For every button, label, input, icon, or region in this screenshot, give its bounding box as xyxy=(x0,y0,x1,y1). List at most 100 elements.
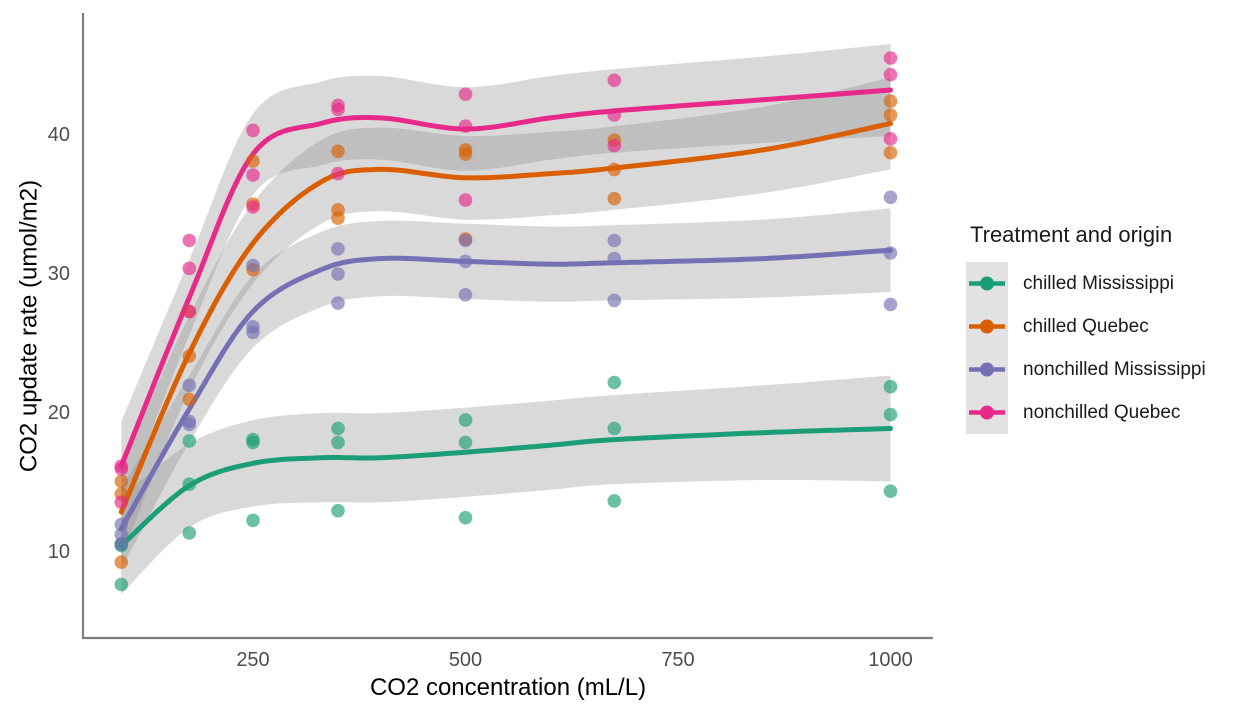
data-point-chilled-mississippi xyxy=(883,484,898,499)
legend-key-glyph-chilled-mississippi xyxy=(969,276,1005,291)
data-point-chilled-mississippi xyxy=(331,503,345,518)
legend-key-chilled-mississippi xyxy=(966,262,1008,305)
confidence-ribbon-nonchilled-mississippi xyxy=(121,208,891,570)
legend-key-dot xyxy=(980,319,994,334)
data-point-chilled-mississippi xyxy=(458,413,473,427)
confidence-ribbon-chilled-mississippi xyxy=(121,375,891,595)
data-point-chilled-quebec xyxy=(246,154,260,168)
data-point-nonchilled-mississippi xyxy=(331,296,345,310)
data-point-nonchilled-mississippi xyxy=(114,517,129,532)
legend-item-chilled-quebec: chilled Quebec xyxy=(966,305,1206,348)
legend-item-nonchilled-quebec: nonchilled Quebec xyxy=(966,391,1206,434)
data-point-nonchilled-quebec xyxy=(883,132,898,146)
legend-key-nonchilled-mississippi xyxy=(966,348,1008,391)
data-point-nonchilled-mississippi xyxy=(883,190,898,205)
legend-label-chilled-mississippi: chilled Mississippi xyxy=(1023,272,1174,294)
data-point-nonchilled-mississippi xyxy=(114,527,129,542)
legend: Treatment and origin chilled Mississippi… xyxy=(966,222,1206,434)
data-point-chilled-mississippi xyxy=(331,435,345,450)
smooth-line-chilled-mississippi xyxy=(118,426,893,548)
data-point-chilled-quebec xyxy=(883,108,898,122)
data-point-nonchilled-mississippi xyxy=(458,254,473,269)
data-point-nonchilled-quebec xyxy=(331,98,345,113)
data-point-nonchilled-quebec xyxy=(607,138,622,153)
data-point-chilled-mississippi xyxy=(607,421,622,436)
data-point-nonchilled-quebec xyxy=(246,200,260,214)
data-point-nonchilled-mississippi xyxy=(246,325,260,340)
x-axis-title: CO2 concentration (mL/L) xyxy=(369,674,647,701)
data-point-nonchilled-mississippi xyxy=(182,378,197,393)
data-point-nonchilled-quebec xyxy=(182,233,197,248)
data-point-nonchilled-quebec xyxy=(114,495,129,510)
legend-label-chilled-quebec: chilled Quebec xyxy=(1023,315,1149,337)
data-point-nonchilled-mississippi xyxy=(458,233,473,248)
legend-key-nonchilled-quebec xyxy=(966,391,1008,434)
data-point-chilled-quebec xyxy=(331,211,345,225)
data-point-nonchilled-quebec xyxy=(458,119,473,133)
data-point-nonchilled-mississippi xyxy=(246,258,260,273)
data-point-chilled-quebec xyxy=(458,143,473,157)
confidence-ribbon-chilled-quebec xyxy=(121,77,891,557)
legend-key-dot xyxy=(980,276,994,291)
legend-key-glyph-nonchilled-quebec xyxy=(969,405,1005,420)
legend-key-dot xyxy=(980,362,994,377)
data-point-chilled-quebec xyxy=(182,392,197,407)
data-point-chilled-mississippi xyxy=(114,577,129,592)
x-tick-label-1000: 1000 xyxy=(868,649,913,671)
data-point-nonchilled-mississippi xyxy=(331,267,345,281)
data-point-nonchilled-mississippi xyxy=(114,537,129,551)
data-point-nonchilled-quebec xyxy=(246,123,260,138)
legend-label-nonchilled-quebec: nonchilled Quebec xyxy=(1023,401,1181,423)
x-tick-label-250: 250 xyxy=(236,649,270,671)
smooth-line-chilled-quebec xyxy=(118,121,893,515)
y-tick-label-40: 40 xyxy=(47,123,70,146)
data-point-chilled-quebec xyxy=(607,162,622,177)
data-point-chilled-mississippi xyxy=(607,494,622,508)
data-point-chilled-mississippi xyxy=(883,379,898,394)
data-point-chilled-quebec xyxy=(883,145,898,160)
legend-rows: chilled Mississippi chilled Quebec nonchil… xyxy=(966,262,1206,434)
data-point-chilled-mississippi xyxy=(182,526,197,540)
legend-title: Treatment and origin xyxy=(970,222,1173,247)
x-tick-label-750: 750 xyxy=(661,649,695,671)
data-point-nonchilled-quebec xyxy=(458,87,473,101)
data-point-nonchilled-quebec xyxy=(607,73,622,88)
data-point-chilled-mississippi xyxy=(182,477,197,492)
data-point-chilled-mississippi xyxy=(331,421,345,436)
legend-key-dot xyxy=(980,405,994,420)
data-point-nonchilled-quebec xyxy=(607,108,622,122)
data-point-chilled-quebec xyxy=(114,474,129,489)
legend-item-chilled-mississippi: chilled Mississippi xyxy=(966,262,1206,305)
data-point-nonchilled-mississippi xyxy=(331,242,345,256)
data-point-nonchilled-quebec xyxy=(114,459,129,473)
data-point-nonchilled-mississippi xyxy=(883,246,898,260)
data-point-nonchilled-mississippi xyxy=(607,251,622,266)
data-point-chilled-mississippi xyxy=(883,407,898,422)
legend-key-glyph-chilled-quebec xyxy=(969,319,1005,334)
data-point-nonchilled-quebec xyxy=(883,51,898,65)
data-point-chilled-quebec xyxy=(331,144,345,159)
data-point-chilled-quebec xyxy=(883,94,898,108)
data-point-chilled-mississippi xyxy=(182,434,197,448)
smooth-line-nonchilled-quebec xyxy=(118,87,893,469)
data-point-chilled-quebec xyxy=(182,349,197,363)
data-point-chilled-mississippi xyxy=(246,435,260,450)
data-point-chilled-mississippi xyxy=(607,375,622,390)
data-point-nonchilled-mississippi xyxy=(458,288,473,302)
data-point-nonchilled-mississippi xyxy=(182,414,197,429)
data-point-chilled-mississippi xyxy=(458,510,473,525)
y-axis-title: CO2 update rate (umol/m2) xyxy=(15,179,43,473)
smooth-line-nonchilled-mississippi xyxy=(118,247,893,532)
y-tick-label-30: 30 xyxy=(47,262,70,285)
data-point-chilled-quebec xyxy=(114,555,129,569)
data-point-chilled-mississippi xyxy=(246,513,260,528)
data-point-chilled-mississippi xyxy=(458,435,473,450)
legend-item-nonchilled-mississippi: nonchilled Mississippi xyxy=(966,348,1206,391)
data-point-chilled-quebec xyxy=(607,191,622,206)
data-point-nonchilled-quebec xyxy=(883,67,898,82)
x-tick-label-500: 500 xyxy=(448,649,483,671)
data-point-nonchilled-mississippi xyxy=(883,297,898,312)
data-point-nonchilled-quebec xyxy=(458,193,473,207)
